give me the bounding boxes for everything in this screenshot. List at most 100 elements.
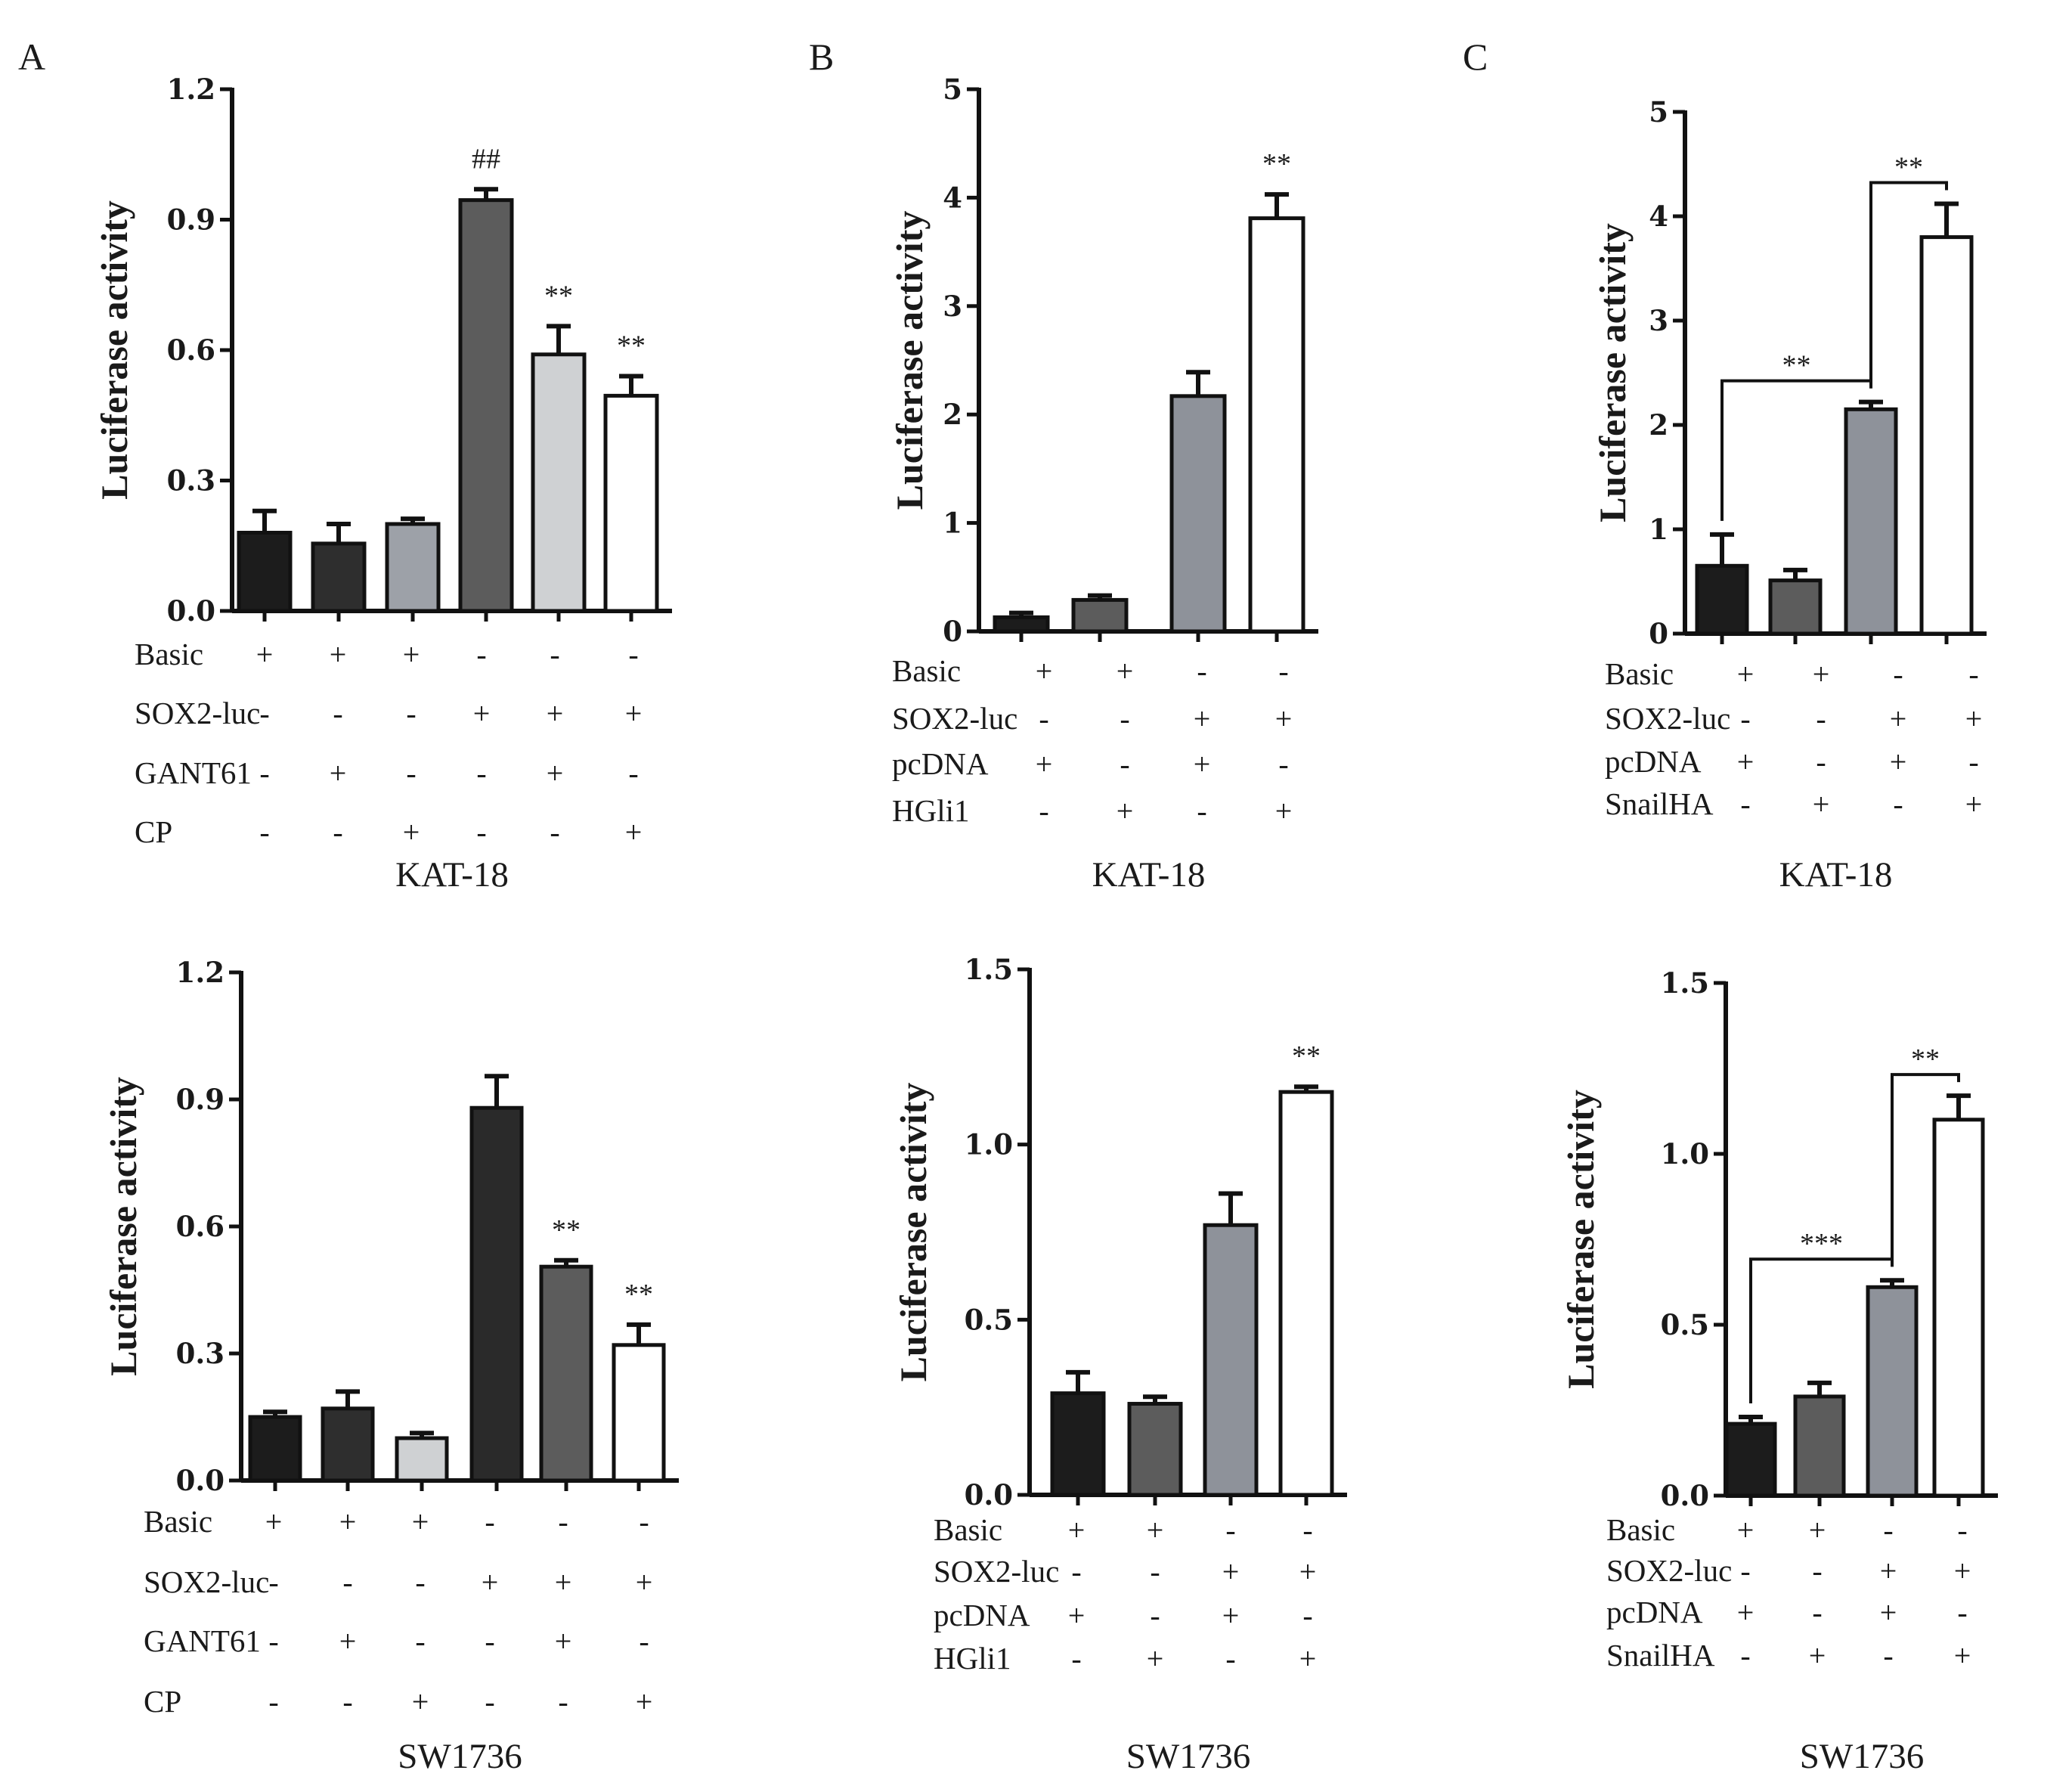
condition-sign: - bbox=[1278, 654, 1288, 688]
condition-sign: + bbox=[1299, 1642, 1317, 1676]
condition-sign: - bbox=[485, 1624, 494, 1658]
panel-label-b: B bbox=[809, 36, 834, 78]
condition-sign: + bbox=[1737, 1513, 1755, 1547]
condition-sign: + bbox=[1222, 1598, 1240, 1632]
condition-sign: + bbox=[1965, 787, 1983, 821]
condition-sign: + bbox=[1036, 654, 1053, 688]
bar bbox=[311, 541, 367, 613]
condition-sign: + bbox=[1036, 747, 1053, 781]
bar bbox=[1932, 1118, 1985, 1498]
y-tick-label: 2 bbox=[1649, 408, 1668, 442]
condition-sign: + bbox=[1275, 702, 1293, 736]
y-tick-label: 0.6 bbox=[176, 1210, 225, 1243]
condition-sign: + bbox=[1954, 1639, 1971, 1673]
condition-label: CP bbox=[144, 1684, 181, 1719]
bar bbox=[539, 1264, 593, 1483]
condition-label: SOX2-luc bbox=[144, 1564, 269, 1599]
condition-sign: + bbox=[1890, 745, 1907, 779]
condition-sign: + bbox=[339, 1505, 357, 1539]
cell-line-title: SW1736 bbox=[1800, 1737, 1925, 1776]
y-tick-label: 0.9 bbox=[176, 1083, 225, 1116]
condition-sign: - bbox=[1197, 654, 1206, 688]
condition-sign: + bbox=[1965, 702, 1983, 736]
condition-sign: + bbox=[1890, 702, 1907, 736]
condition-sign: + bbox=[1954, 1554, 1971, 1588]
condition-label: GANT61 bbox=[144, 1623, 261, 1658]
condition-sign: + bbox=[1275, 794, 1293, 828]
condition-sign: - bbox=[1150, 1555, 1160, 1589]
condition-label: SnailHA bbox=[1605, 786, 1714, 821]
bar bbox=[1169, 394, 1227, 634]
condition-label: CP bbox=[135, 814, 172, 849]
condition-label: HGli1 bbox=[934, 1641, 1011, 1676]
condition-sign: - bbox=[1225, 1513, 1235, 1547]
bar bbox=[993, 615, 1050, 634]
condition-sign: + bbox=[547, 756, 564, 790]
condition-sign: + bbox=[330, 637, 347, 671]
cell-line-title: KAT-18 bbox=[1779, 855, 1893, 895]
condition-sign: - bbox=[1740, 702, 1750, 736]
condition-sign: + bbox=[1222, 1555, 1240, 1589]
condition-sign: - bbox=[1968, 745, 1978, 779]
condition-sign: - bbox=[1816, 702, 1826, 736]
significance-label: ** bbox=[624, 1279, 653, 1310]
condition-sign: - bbox=[415, 1565, 425, 1599]
condition-sign: + bbox=[412, 1685, 429, 1719]
condition-sign: - bbox=[1225, 1642, 1235, 1676]
condition-label: pcDNA bbox=[1605, 744, 1702, 779]
condition-sign: - bbox=[268, 1624, 278, 1658]
y-tick-label: 1 bbox=[1649, 513, 1668, 546]
condition-sign: - bbox=[558, 1685, 568, 1719]
condition-sign: - bbox=[1150, 1598, 1160, 1632]
condition-sign: - bbox=[639, 1624, 649, 1658]
condition-sign: - bbox=[1893, 657, 1903, 691]
bar bbox=[531, 352, 587, 613]
condition-sign: - bbox=[1883, 1639, 1893, 1673]
condition-sign: + bbox=[1299, 1555, 1317, 1589]
y-tick-label: 1.5 bbox=[965, 953, 1013, 986]
bracket-significance-label: ** bbox=[1911, 1043, 1940, 1075]
condition-sign: + bbox=[547, 696, 564, 730]
bar bbox=[1071, 597, 1129, 634]
condition-label: Basic bbox=[1605, 656, 1674, 691]
cell-line-title: SW1736 bbox=[398, 1737, 522, 1776]
y-tick-label: 1.2 bbox=[167, 73, 215, 106]
bar bbox=[1768, 578, 1823, 636]
y-tick-label: 0.6 bbox=[167, 333, 215, 367]
condition-sign: - bbox=[1812, 1595, 1822, 1629]
condition-label: SnailHA bbox=[1606, 1638, 1715, 1673]
condition-label: Basic bbox=[934, 1512, 1002, 1547]
condition-sign: + bbox=[412, 1505, 429, 1539]
bar bbox=[612, 1343, 666, 1483]
chart-b-sw1736: 0.0 0.5 1.0 1.5 Luciferase activity ** Basic + +… bbox=[892, 953, 1347, 1776]
bar bbox=[385, 522, 441, 613]
condition-sign: + bbox=[339, 1624, 357, 1658]
y-tick-label: 0.5 bbox=[1661, 1308, 1709, 1341]
condition-label: pcDNA bbox=[892, 746, 989, 781]
y-tick-label: 4 bbox=[1649, 200, 1668, 233]
condition-sign: - bbox=[550, 637, 559, 671]
condition-sign: - bbox=[476, 637, 486, 671]
y-axis-label: Luciferase activity bbox=[102, 1077, 144, 1376]
bar bbox=[1724, 1422, 1777, 1498]
chart-a-kat-18: 0.0 0.3 0.6 0.9 1.2 Luciferase activity ## ** **… bbox=[93, 73, 672, 895]
y-tick-label: 1.0 bbox=[1661, 1137, 1709, 1170]
condition-sign: - bbox=[1197, 794, 1206, 828]
condition-sign: - bbox=[485, 1505, 494, 1539]
bar bbox=[469, 1105, 524, 1483]
bar bbox=[248, 1415, 302, 1483]
condition-sign: + bbox=[1813, 787, 1830, 821]
y-tick-label: 0 bbox=[943, 615, 962, 648]
comparison-bracket bbox=[1869, 181, 1948, 389]
condition-label: GANT61 bbox=[135, 755, 252, 790]
condition-label: SOX2-luc bbox=[892, 701, 1017, 736]
y-tick-label: 4 bbox=[943, 181, 962, 214]
condition-sign: - bbox=[333, 815, 342, 849]
condition-sign: - bbox=[1039, 794, 1048, 828]
condition-sign: - bbox=[1071, 1642, 1081, 1676]
condition-label: Basic bbox=[135, 637, 203, 671]
chart-a-sw1736: 0.0 0.3 0.6 0.9 1.2 Luciferase activity ** ** Ba… bbox=[102, 956, 679, 1776]
condition-sign: + bbox=[555, 1565, 572, 1599]
